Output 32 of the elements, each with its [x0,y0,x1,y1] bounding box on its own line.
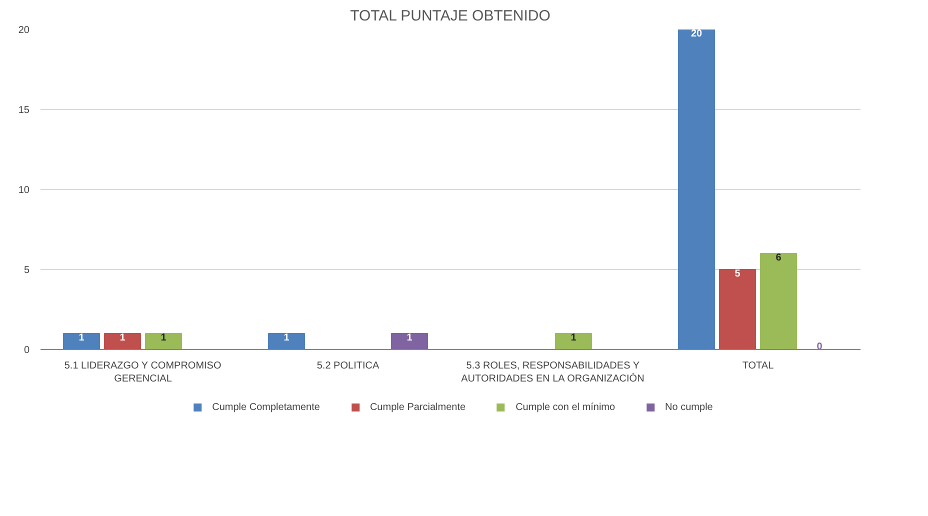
data-label: 1 [284,332,290,344]
data-label: 1 [160,332,167,344]
data-label: 1 [78,332,85,344]
y-tick-label: 5 [24,265,30,276]
bar [554,333,592,350]
x-tick-label: TOTAL [742,360,774,372]
y-tick-label: 15 [18,105,30,116]
data-label: 5 [734,268,741,280]
bar [62,333,100,350]
legend-label: Cumple Parcialmente [370,402,466,412]
x-tick-label: 5.2 POLITICA [316,360,380,372]
y-tick-label: 20 [18,25,30,36]
x-tick-label: 5.3 ROLES, RESPONSABILIDADES Y AUTORIDADES EN LA ORGANIZACIÓN [461,360,644,385]
bar [760,253,798,350]
data-label: 1 [406,332,413,344]
data-label: 20 [690,28,702,40]
bar [144,333,182,350]
y-tick-label: 10 [18,185,30,196]
bar [104,333,142,350]
y-tick-label: 0 [24,345,30,356]
legend-label: No cumple [665,402,713,412]
bar [390,333,428,350]
bar [718,269,756,350]
data-label: 6 [776,252,782,264]
data-label: 1 [120,332,126,344]
x-tick-label: 5.1 LIDERAZGO Y COMPROMISO GERENCIAL [64,360,222,385]
legend-label: Cumple con el mínimo [516,402,616,412]
bar [268,333,306,350]
bar [678,30,716,350]
legend-label: Cumple Completamente [212,402,320,412]
data-label: 1 [570,332,577,344]
chart-title: TOTAL PUNTAJE OBTENIDO [350,8,550,24]
